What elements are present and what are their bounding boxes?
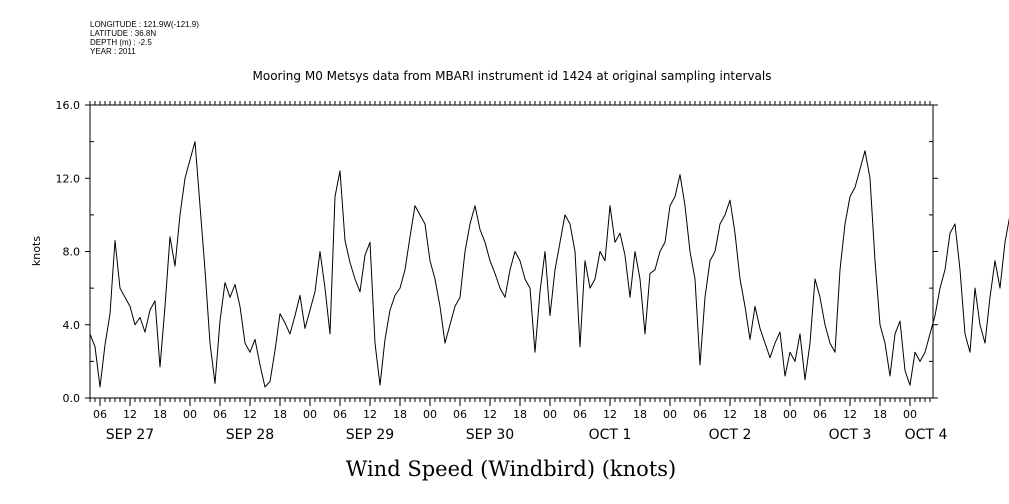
x-day-label: OCT 2: [709, 427, 752, 443]
x-hour-label: 18: [753, 408, 767, 421]
y-tick-label: 12.0: [56, 172, 81, 185]
x-day-label: OCT 3: [829, 427, 872, 443]
x-hour-label: 12: [483, 408, 497, 421]
x-day-label: OCT 4: [905, 427, 948, 443]
y-tick-label: 0.0: [63, 392, 81, 405]
x-day-label: SEP 29: [346, 427, 394, 443]
series-group: [89, 141, 1009, 388]
plot-frame: [89, 104, 934, 399]
x-day-label: OCT 1: [589, 427, 632, 443]
year-text: YEAR : 2011: [90, 47, 136, 56]
x-hour-label: 06: [813, 408, 827, 421]
x-hour-label: 00: [903, 408, 917, 421]
x-hour-label: 12: [363, 408, 377, 421]
x-hour-label: 06: [573, 408, 587, 421]
minor-ticks: [89, 101, 931, 402]
x-axis: 06 12 18 00 06 12 18 00 06 12 18 00 06 12 18 00 06 12 18 00…: [93, 398, 947, 443]
x-hour-label: 18: [513, 408, 527, 421]
x-hour-label: 12: [603, 408, 617, 421]
x-hour-label: 06: [93, 408, 107, 421]
x-day-label: SEP 28: [226, 427, 274, 443]
x-hour-label: 06: [333, 408, 347, 421]
x-axis-label: Wind Speed (Windbird) (knots): [346, 457, 676, 481]
x-hour-label: 00: [783, 408, 797, 421]
x-hour-label: 00: [663, 408, 677, 421]
y-axis: 0.0 4.0 8.0 12.0 16.0: [56, 99, 938, 405]
x-hour-label: 00: [183, 408, 197, 421]
x-hour-label: 18: [633, 408, 647, 421]
x-hour-label: 18: [873, 408, 887, 421]
plot-title: Mooring M0 Metsys data from MBARI instru…: [253, 69, 772, 83]
metadata-block: LONGITUDE : 121.9W(-121.9) LATITUDE : 36…: [90, 20, 199, 56]
latitude-text: LATITUDE : 36.8N: [90, 29, 157, 38]
x-day-label: SEP 30: [466, 427, 514, 443]
x-hour-label: 12: [723, 408, 737, 421]
depth-text: DEPTH (m) : -2.5: [90, 38, 152, 47]
x-hour-label: 18: [153, 408, 167, 421]
longitude-text: LONGITUDE : 121.9W(-121.9): [90, 20, 199, 29]
x-day-label: SEP 27: [106, 427, 154, 443]
x-hour-label: 00: [423, 408, 437, 421]
x-hour-label: 06: [693, 408, 707, 421]
x-hour-label: 06: [213, 408, 227, 421]
y-tick-label: 4.0: [63, 319, 81, 332]
y-tick-label: 8.0: [63, 246, 81, 259]
y-tick-label: 16.0: [56, 99, 81, 112]
x-hour-label: 06: [453, 408, 467, 421]
x-hour-label: 12: [243, 408, 257, 421]
y-axis-label: knots: [30, 236, 43, 266]
x-hour-label: 00: [303, 408, 317, 421]
x-hour-label: 00: [543, 408, 557, 421]
wind-speed-line: [89, 141, 1009, 388]
x-hour-label: 12: [123, 408, 137, 421]
x-hour-label: 18: [393, 408, 407, 421]
x-hour-label: 12: [843, 408, 857, 421]
x-hour-label: 18: [273, 408, 287, 421]
